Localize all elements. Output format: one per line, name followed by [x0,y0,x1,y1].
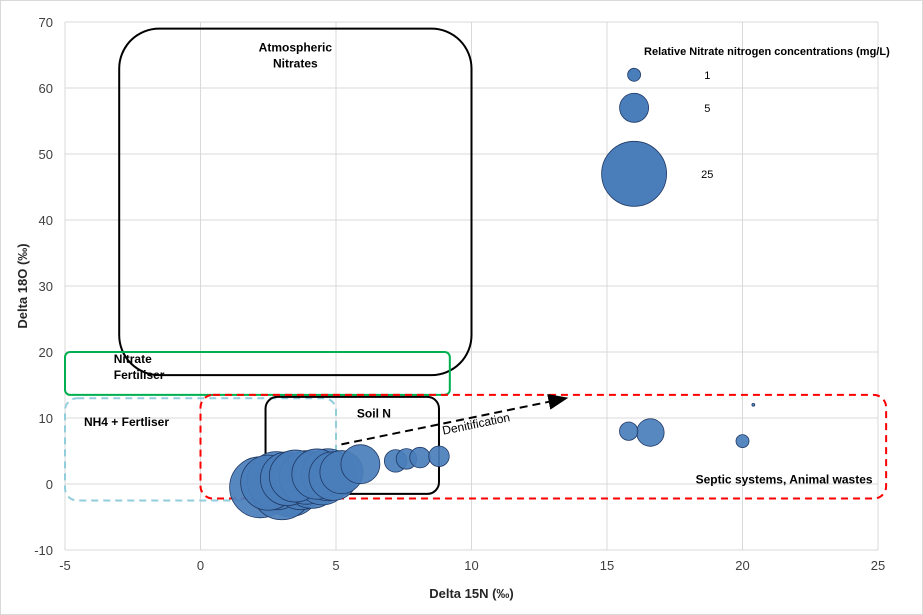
nh4-fertiliser-region [64,397,337,502]
septic-animal-wastes-label: Septic systems, Animal wastes [696,472,873,486]
y-tick-label: 20 [39,345,53,360]
y-tick-label: 30 [39,279,53,294]
x-tick-label: 15 [600,558,614,573]
y-tick-label: 60 [39,81,53,96]
x-tick-label: 5 [332,558,339,573]
data-bubble [428,445,450,467]
y-tick-label: 0 [46,477,53,492]
data-bubble [409,446,431,469]
y-axis-title: Delta 18O (‰) [15,243,30,328]
nitrate-fertiliser-region [64,351,451,396]
data-bubble [619,421,639,441]
x-tick-label: -5 [59,558,71,573]
x-axis-title: Delta 15N (‰) [429,586,514,601]
denitrification-label: Denitification [441,410,511,438]
legend-bubble-5 [619,92,650,123]
atmospheric-nitrates-label: Atmospheric Nitrates [259,41,333,71]
x-tick-label: 0 [197,558,204,573]
y-tick-label: -10 [34,543,53,558]
nh4-fertiliser-label: NH4 + Fertliser [84,415,169,429]
soil-n-label: Soil N [357,406,391,420]
soil-n-region [264,395,440,495]
legend-label: 1 [704,70,710,82]
legend-label: 25 [701,169,713,181]
x-tick-label: 20 [735,558,749,573]
data-bubble [735,434,750,449]
legend-title: Relative Nitrate nitrogen concentrations… [644,46,890,58]
data-bubble [340,444,381,485]
legend-label: 5 [704,103,710,115]
legend-bubble-25 [601,140,667,207]
septic-animal-wastes-region [199,393,888,500]
x-tick-label: 10 [464,558,478,573]
y-tick-label: 50 [39,147,53,162]
y-tick-label: 10 [39,411,53,426]
y-tick-label: 40 [39,213,53,228]
nitrate-fertiliser-label: Nitrate Fertiliser [114,352,165,382]
atmospheric-nitrates-region [118,27,473,377]
y-tick-label: 70 [39,15,53,30]
legend-bubble-1 [627,67,641,82]
x-tick-label: 25 [871,558,885,573]
data-bubble [636,418,665,447]
data-bubble [751,402,756,407]
